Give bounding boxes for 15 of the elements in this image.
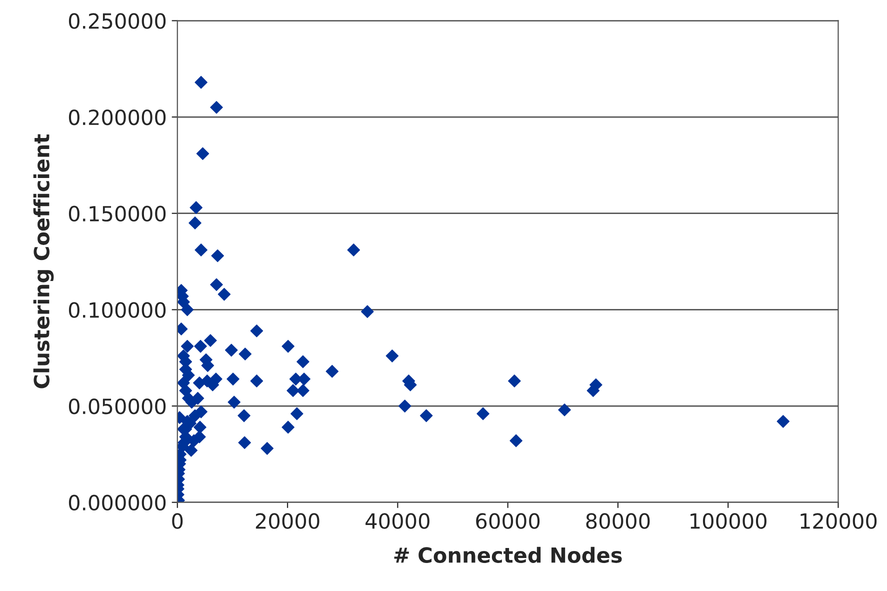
x-tick-label: 80000 bbox=[586, 513, 650, 529]
y-tick-label: 0.250000 bbox=[68, 13, 166, 29]
x-tick-label: 0 bbox=[172, 513, 183, 529]
y-tick-label: 0.050000 bbox=[68, 398, 166, 414]
y-tick-label: 0.200000 bbox=[68, 109, 166, 126]
x-tick-label: 20000 bbox=[256, 513, 320, 529]
y-tick-label: 0.100000 bbox=[68, 302, 166, 318]
x-axis-title: # Connected Nodes bbox=[394, 546, 622, 563]
y-tick-label: 0.000000 bbox=[68, 494, 166, 511]
x-tick-label: 40000 bbox=[366, 513, 430, 529]
x-tick-label: 60000 bbox=[476, 513, 540, 529]
x-tick-label: 120000 bbox=[800, 513, 877, 529]
y-tick-label: 0.150000 bbox=[68, 206, 166, 222]
x-tick-label: 100000 bbox=[690, 513, 766, 529]
y-axis-title: Clustering Coefficient bbox=[33, 134, 54, 388]
